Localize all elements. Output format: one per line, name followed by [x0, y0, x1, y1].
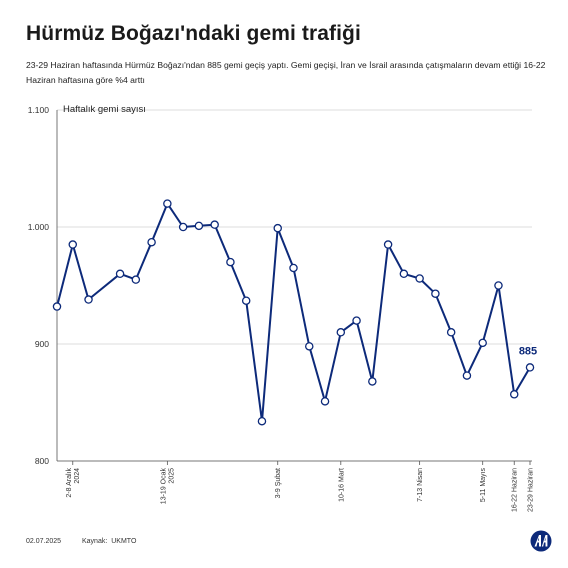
x-tick-label: 23-29 Haziran	[528, 468, 535, 512]
source-name: UKMTO	[111, 538, 137, 545]
data-point	[52, 302, 62, 311]
data-point	[305, 342, 314, 351]
data-point	[273, 223, 282, 233]
data-point	[163, 199, 172, 208]
data-point	[84, 295, 93, 304]
data-point	[320, 397, 330, 406]
data-point	[210, 220, 219, 229]
svg-text:5-11 Mayıs: 5-11 Mayıs	[480, 468, 487, 503]
x-tick-label: 3-9 Şubat	[275, 468, 282, 498]
data-point	[336, 328, 346, 337]
agency-logo-icon	[530, 530, 552, 552]
data-point	[494, 281, 503, 290]
svg-text:3-9 Şubat: 3-9 Şubat	[275, 468, 282, 498]
svg-text:7-13 Nisan: 7-13 Nisan	[417, 468, 424, 502]
chart-title: Hürmüz Boğazı'ndaki gemi trafiği	[26, 22, 361, 45]
x-tick-label: 10-16 Mart	[338, 468, 345, 502]
source-label: Kaynak:	[82, 538, 108, 545]
data-point	[241, 296, 251, 305]
svg-text:16-22 Haziran: 16-22 Haziran	[512, 468, 519, 512]
data-point	[68, 240, 78, 249]
svg-text:23-29 Haziran: 23-29 Haziran	[528, 468, 535, 512]
data-point	[525, 363, 535, 372]
y-tick-label: 1.100	[28, 105, 50, 115]
last-value-label: 885	[519, 345, 537, 357]
data-point	[226, 257, 235, 267]
data-point	[131, 275, 141, 284]
chart-subtitle: 23-29 Haziran haftasında Hürmüz Boğazı'n…	[26, 60, 546, 85]
data-point	[509, 390, 519, 399]
data-point	[289, 263, 298, 273]
data-point	[478, 338, 487, 348]
svg-text:10-16 Mart: 10-16 Mart	[338, 468, 345, 502]
y-tick-label: 800	[35, 456, 49, 466]
data-point	[178, 222, 188, 232]
data-point	[431, 289, 440, 298]
data-point	[462, 371, 472, 380]
x-tick-label: 2-8 Aralık2024	[66, 468, 81, 498]
data-point	[194, 221, 204, 231]
data-point	[147, 237, 156, 247]
series-line	[56, 202, 531, 423]
x-tick-label: 7-13 Nisan	[417, 468, 424, 502]
svg-text:2-8 Aralık2024: 2-8 Aralık2024	[66, 468, 81, 498]
data-point	[115, 269, 125, 279]
y-tick-label: 1.000	[28, 222, 50, 232]
data-point	[383, 240, 393, 249]
x-tick-label: 5-11 Mayıs	[480, 468, 487, 503]
data-point	[352, 316, 361, 325]
data-point	[399, 269, 409, 279]
data-point	[368, 377, 377, 386]
y-tick-label: 900	[35, 339, 49, 349]
source-credit: Kaynak: UKMTO	[82, 538, 136, 545]
data-point	[415, 274, 424, 283]
x-tick-label: 13-19 Ocak2025	[160, 468, 175, 505]
publish-date: 02.07.2025	[26, 538, 62, 545]
x-tick-label: 16-22 Haziran	[512, 468, 519, 512]
data-point	[257, 416, 267, 426]
data-point	[446, 328, 456, 337]
svg-text:13-19 Ocak2025: 13-19 Ocak2025	[160, 468, 175, 505]
y-axis-title: Haftalık gemi sayısı	[63, 104, 146, 115]
